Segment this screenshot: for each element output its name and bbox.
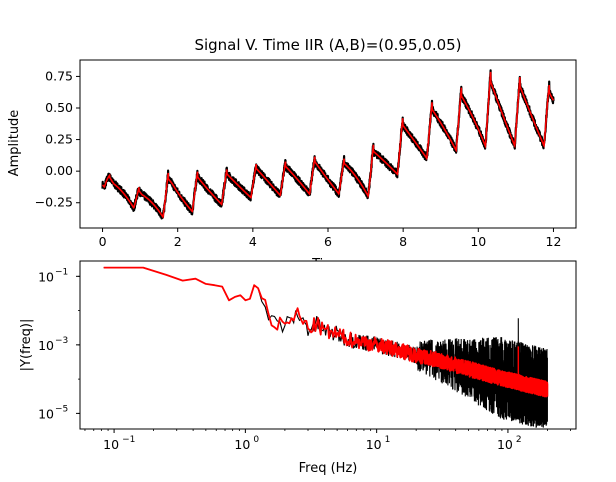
bottom-chart-ylabel: |Y(freq)|: [19, 319, 34, 372]
bottom-xtick-label: 10: [497, 437, 513, 452]
bottom-ytick-label: 10: [38, 269, 54, 284]
top-chart-ylabel: Amplitude: [7, 110, 22, 177]
bottom-xtick-exponent: −1: [122, 435, 135, 445]
bottom-ytick-exponent: −1: [55, 267, 68, 277]
bottom-xtick-exponent: 2: [516, 435, 522, 445]
top-xtick-label: 10: [470, 234, 486, 249]
top-xtick-label: 0: [99, 234, 107, 249]
bottom-xtick-label: 10: [103, 437, 119, 452]
time-signal-chart: Signal V. Time IIR (A,B)=(0.95,0.05) Amp…: [7, 36, 577, 272]
bottom-xtick-exponent: 0: [253, 435, 259, 445]
top-axes-frame: [79, 59, 577, 229]
bottom-xtick-label: 10: [366, 437, 382, 452]
top-ytick-label: 0.75: [45, 68, 73, 83]
bottom-filtered-series: [103, 266, 549, 398]
bottom-axes-frame: [79, 260, 577, 430]
top-xtick-label: 4: [249, 234, 257, 249]
bottom-ytick-exponent: −5: [55, 404, 68, 414]
top-plot-area: [101, 69, 555, 220]
bottom-plot-area: [103, 266, 549, 428]
top-ytick-label: 0.25: [45, 132, 73, 147]
bottom-xtick-label: 10: [234, 437, 250, 452]
bottom-chart-xlabel: Freq (Hz): [299, 461, 358, 476]
top-xtick-label: 12: [546, 234, 562, 249]
top-filtered-series: [101, 71, 555, 219]
top-axis-ticks: 0 2 4 6 8 10 12 −0.25 0.00 0.25 0.50 0.75: [35, 68, 562, 249]
top-chart-title: Signal V. Time IIR (A,B)=(0.95,0.05): [194, 36, 461, 54]
top-xtick-label: 6: [324, 234, 332, 249]
bottom-ytick-exponent: −3: [55, 336, 68, 346]
bottom-xtick-exponent: 1: [385, 435, 391, 445]
bottom-axis-ticks: 10 −1 10 0 10 1 10 210 −510 −310 −1: [38, 267, 571, 452]
top-xtick-label: 2: [174, 234, 182, 249]
spectrum-chart: |Y(freq)| Freq (Hz) 10 −1 10 0 10 1 10 210 −510−…: [19, 260, 577, 476]
bottom-ytick-label: 10: [38, 406, 54, 421]
top-ytick-label: 0.50: [45, 100, 73, 115]
top-ytick-label: −0.25: [35, 195, 73, 210]
top-xtick-label: 8: [399, 234, 407, 249]
top-ytick-label: 0.00: [45, 163, 73, 178]
bottom-ytick-label: 10: [38, 338, 54, 353]
